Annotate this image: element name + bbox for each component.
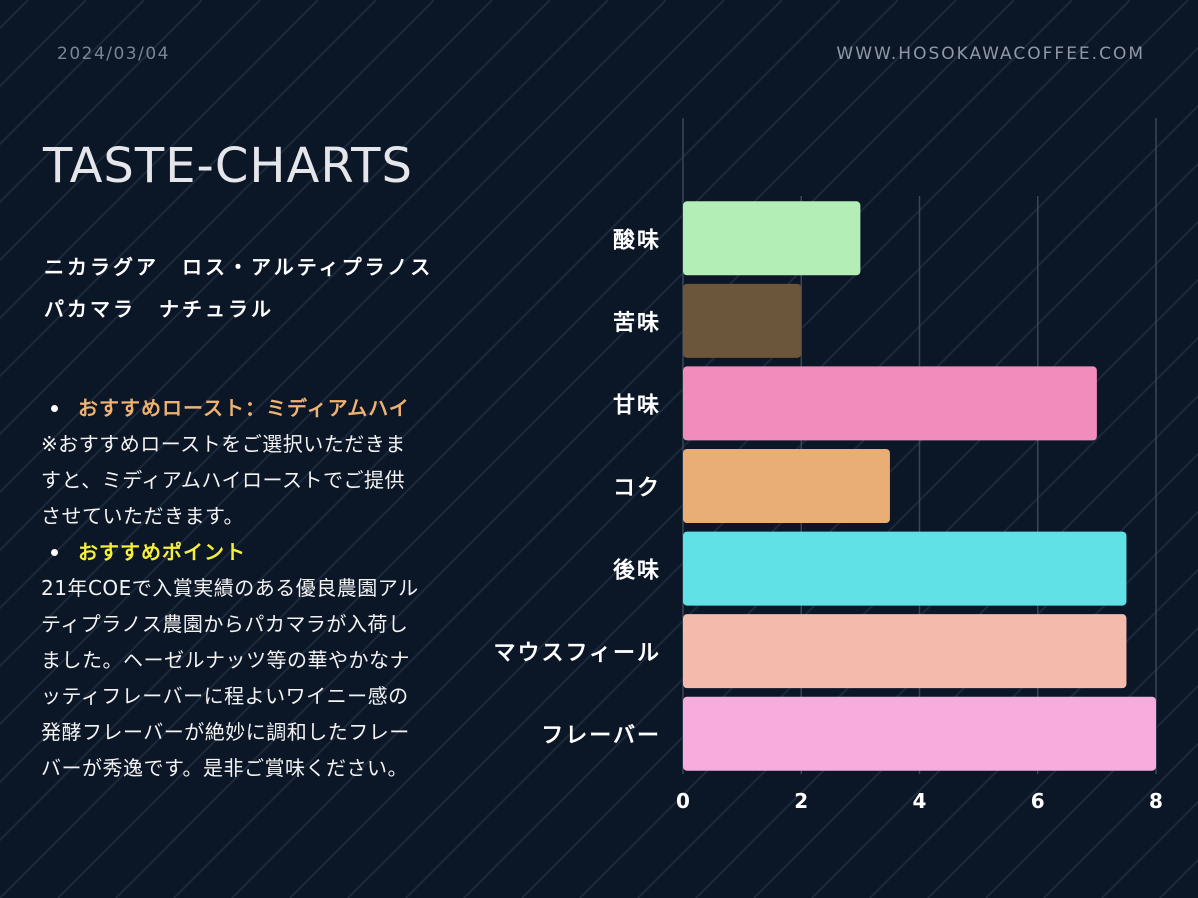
- product-name: ニカラグア ロス・アルティプラノス パカマラ ナチュラル: [44, 246, 433, 330]
- roast-note-line: させていただきます。: [41, 504, 244, 528]
- roast-heading-text: おすすめロースト：ミディアムハイ: [78, 396, 410, 420]
- bar: [683, 283, 802, 358]
- category-label: コク: [613, 476, 661, 501]
- category-label: 酸味: [613, 228, 661, 253]
- bar: [683, 449, 890, 523]
- bar: [683, 201, 861, 276]
- category-label: 甘味: [613, 393, 661, 418]
- tick-label: 0: [676, 789, 690, 813]
- point-line: 発酵フレーバーが絶妙に調和したフレー: [41, 720, 410, 744]
- tick-label: 2: [794, 789, 808, 813]
- roast-note-line: ※おすすめローストをご選択いただきま: [41, 432, 406, 456]
- point-line: ティプラノス農園からパカマラが入荷し: [41, 612, 409, 636]
- tick-label: 4: [913, 789, 927, 813]
- tick-label: 8: [1149, 789, 1163, 813]
- bar: [683, 531, 1127, 606]
- roast-note-line: すと、ミディアムハイローストでご提供: [41, 468, 405, 492]
- category-label: フレーバー: [541, 724, 661, 749]
- bar: [683, 614, 1127, 689]
- page-title: TASTE-CHARTS: [43, 138, 413, 194]
- point-line: バーが秀逸です。是非ご賞味ください。: [41, 756, 408, 780]
- website-url: WWW.HOSOKAWACOFFEE.COM: [836, 44, 1145, 64]
- point-line: 21年COEで入賞実績のある優良農園アル: [41, 576, 419, 600]
- point-heading-text: おすすめポイント: [78, 540, 246, 564]
- roast-note: ※おすすめローストをご選択いただきま すと、ミディアムハイローストでご提供 させ…: [41, 426, 481, 534]
- roast-recommendation-heading: おすすめロースト：ミディアムハイ: [41, 390, 481, 426]
- category-label: マウスフィール: [493, 641, 661, 666]
- point-line: ました。ヘーゼルナッツ等の華やかなナ: [41, 648, 410, 672]
- bar: [683, 366, 1097, 441]
- point-line: ッティフレーバーに程よいワイニー感の: [41, 684, 409, 708]
- point-heading: おすすめポイント: [41, 534, 481, 570]
- category-label: 苦味: [613, 311, 661, 336]
- bar: [683, 696, 1156, 771]
- point-description: 21年COEで入賞実績のある優良農園アル ティプラノス農園からパカマラが入荷し …: [41, 570, 481, 786]
- date-label: 2024/03/04: [57, 44, 170, 64]
- bullet-dot-icon: [51, 404, 58, 412]
- bullet-dot-icon: [51, 548, 58, 556]
- description: おすすめロースト：ミディアムハイ ※おすすめローストをご選択いただきま すと、ミ…: [41, 390, 481, 786]
- tick-label: 6: [1031, 789, 1045, 813]
- product-name-line2: パカマラ ナチュラル: [44, 297, 274, 321]
- product-name-line1: ニカラグア ロス・アルティプラノス: [44, 255, 434, 279]
- category-label: 後味: [613, 558, 661, 584]
